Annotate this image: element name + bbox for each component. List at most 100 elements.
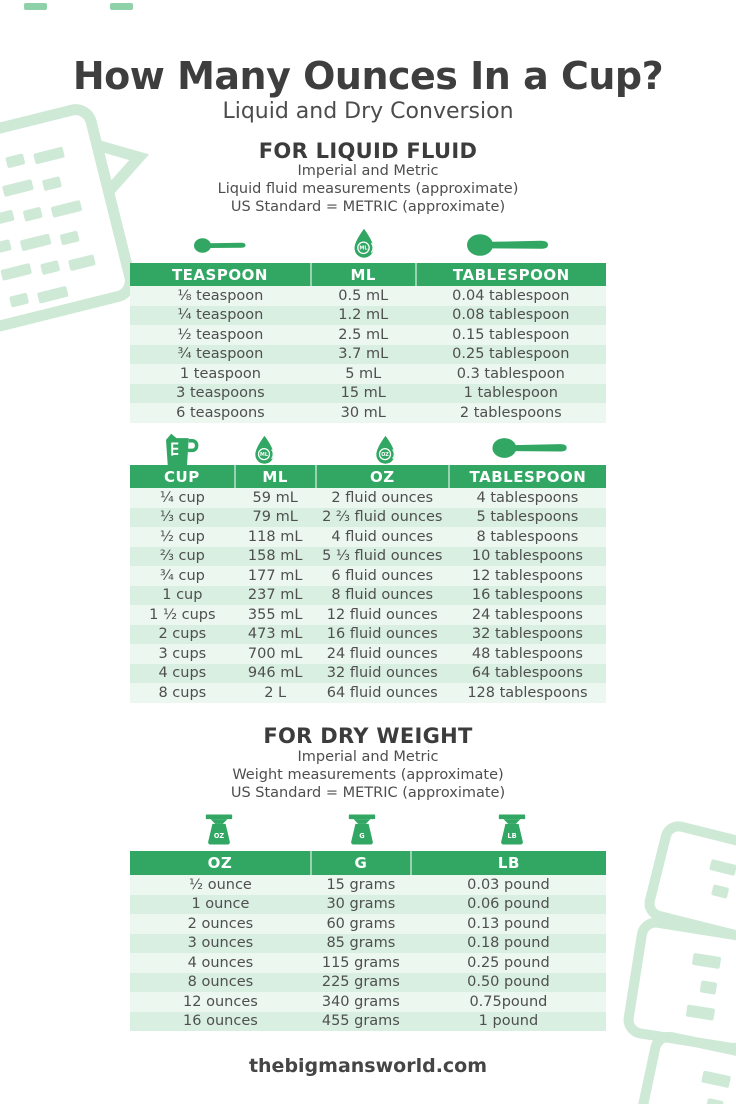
table-row: 1 cup 237 mL 8 fluid ounces 16 tablespoons [130,585,606,605]
table-cell: 4 fluid ounces [331,528,434,545]
table-cell: 2 fluid ounces [331,489,434,506]
table-cell: ½ cup [159,528,205,545]
column-header: ML [309,263,416,286]
table-row: 3 teaspoons 15 mL 1 tablespoon [130,383,606,403]
table-cell: 1.2 mL [338,307,389,323]
table-cell: 0.25 pound [467,954,550,971]
table-cell: 0.5 mL [338,287,389,304]
table-cell: 2 ⅔ fluid ounces [322,509,443,525]
column-header: LB [409,851,606,875]
table-cell: 8 tablespoons [476,528,579,545]
table-cell: 15 grams [326,876,396,893]
table-cell: ¼ teaspoon [177,307,264,323]
table-cell: 0.08 tablespoon [452,307,570,323]
table-row: ¼ cup 59 mL 2 fluid ounces 4 tablespoons [130,488,606,508]
dry-section-line: US Standard = METRIC (approximate) [230,785,506,801]
page-title: How Many Ounces In a Cup? [72,54,664,98]
table-cell: 1 cup [162,587,203,603]
table-cell: ⅓ cup [159,509,205,525]
table-row: 4 cups 946 mL 32 fluid ounces 64 tablespoon… [130,663,606,683]
table-cell: 12 ounces [183,993,258,1010]
table-cell: 12 fluid ounces [326,606,438,623]
svg-text:ML: ML [359,246,368,252]
table-row: ¼ teaspoon 1.2 mL 0.08 tablespoon [130,305,606,325]
table-cell: 24 tablespoons [471,606,583,623]
table-cell: 177 mL [247,567,303,584]
table-cell: 0.13 pound [467,915,550,932]
table-row: 2 cups 473 mL 16 fluid ounces 32 tablespoon… [130,624,606,644]
table-cell: 473 mL [247,626,303,642]
table-cell: 0.04 tablespoon [452,287,570,304]
column-header: CUP [130,465,235,488]
table-cell: 340 grams [321,993,400,1010]
table-row: 6 teaspoons 30 mL 2 tablespoons [130,403,606,423]
page-subtitle: Liquid and Dry Conversion [222,99,514,124]
table-cell: 0.03 pound [467,876,550,893]
table-cell: 79 mL [252,509,298,525]
table-cell: 0.18 pound [467,935,550,951]
table-cell: 0.3 tablespoon [456,365,565,382]
table-row: 12 ounces 340 grams 0.75pound [130,992,606,1012]
table-cell: 3.7 mL [338,346,389,362]
table-cell: 2 L [264,684,287,701]
table-cell: 946 mL [247,665,303,681]
column-header: G [309,851,411,875]
table-cell: 0.25 tablespoon [452,346,570,362]
lb-scale-icon: LB [496,813,528,846]
table-cell: 30 grams [326,896,396,912]
table-cell: 2 cups [158,626,207,642]
table-cell: 4 tablespoons [476,489,579,506]
g-scale-icon: G [346,813,378,846]
oz-scale-icon: OZ [203,813,235,846]
table-cell: 237 mL [247,587,303,603]
table-cell: 115 grams [321,954,400,971]
dry-weight-table: OZ G LB ½ ounce 15 grams 0.03 pound 1 ounce 30… [130,851,606,1031]
table-row: 16 ounces 455 grams 1 pound [130,1011,606,1031]
table-row: 8 cups 2 L 64 fluid ounces 128 tablespoons [130,683,606,703]
table-cell: ¾ cup [159,567,205,584]
table-row: 3 cups 700 mL 24 fluid ounces 48 tablespoon… [130,644,606,664]
svg-text:LB: LB [507,832,516,840]
table-cell: 700 mL [247,645,303,662]
table-header-row: CUP ML OZ TABLESPOON [130,465,606,488]
square-sketch-decoration [623,917,736,1054]
table-cell: 8 ounces [187,974,254,990]
table-cell: 5 ⅓ fluid ounces [322,548,443,564]
table-cell: 455 grams [321,1013,400,1029]
table-row: ⅛ teaspoon 0.5 mL 0.04 tablespoon [130,286,606,306]
table-cell: ¼ cup [159,489,205,506]
dry-section-line: Weight measurements (approximate) [232,767,504,783]
table-cell: 32 tablespoons [471,626,583,642]
table-cell: 6 fluid ounces [331,567,434,584]
top-dash-decoration [24,3,47,10]
table-cell: 158 mL [247,548,303,564]
table-cell: 0.50 pound [467,974,550,990]
liquid-section-line: Imperial and Metric [297,163,439,179]
ml-droplet-icon: ML [252,435,277,465]
table-cell: 15 mL [340,385,386,401]
table-cell: 2 tablespoons [459,404,562,421]
table-cell: 355 mL [247,606,303,623]
top-dash-decoration [110,3,133,10]
liquid-cup-table: CUP ML OZ TABLESPOON ¼ cup 59 mL 2 fluid ounc… [130,465,606,703]
liquid-teaspoon-table: TEASPOON ML TABLESPOON ⅛ teaspoon 0.5 mL 0.0… [130,263,606,423]
table-row: ⅓ cup 79 mL 2 ⅔ fluid ounces 5 tablespoons [130,507,606,527]
table-cell: 12 tablespoons [471,567,583,584]
table-row: ¾ cup 177 mL 6 fluid ounces 12 tablespoons [130,566,606,586]
table-cell: ½ teaspoon [177,326,264,343]
table-cell: 0.15 tablespoon [452,326,570,343]
liquid-section-line: US Standard = METRIC (approximate) [230,199,506,215]
site-url: thebigmansworld.com [248,1055,488,1077]
table-cell: 16 fluid ounces [326,626,438,642]
column-header: OZ [130,851,311,875]
table-cell: 128 tablespoons [467,684,588,701]
table-row: 8 ounces 225 grams 0.50 pound [130,972,606,992]
svg-text:G: G [359,832,364,840]
table-cell: 225 grams [321,974,400,990]
table-cell: 6 teaspoons [176,404,265,421]
liquid-section-line: Liquid fluid measurements (approximate) [217,181,519,197]
ml-droplet-icon: ML [351,228,377,259]
column-header: TABLESPOON [414,263,606,286]
table-cell: 118 mL [247,528,303,545]
table-cell: 16 tablespoons [471,587,583,603]
